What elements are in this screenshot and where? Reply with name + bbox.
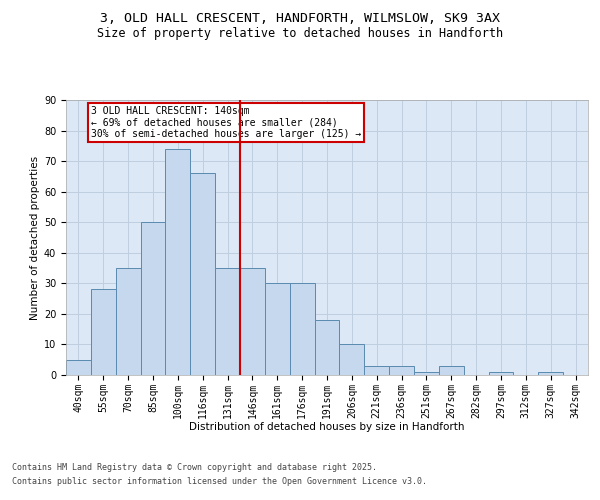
- Bar: [265, 284, 290, 375]
- Bar: [439, 366, 464, 375]
- Bar: [66, 360, 91, 375]
- Bar: [166, 149, 190, 375]
- Bar: [340, 344, 364, 375]
- Bar: [314, 320, 340, 375]
- Bar: [364, 366, 389, 375]
- Bar: [538, 372, 563, 375]
- Bar: [215, 268, 240, 375]
- Bar: [190, 174, 215, 375]
- Text: 3 OLD HALL CRESCENT: 140sqm
← 69% of detached houses are smaller (284)
30% of se: 3 OLD HALL CRESCENT: 140sqm ← 69% of det…: [91, 106, 361, 140]
- Y-axis label: Number of detached properties: Number of detached properties: [30, 156, 40, 320]
- Text: Contains public sector information licensed under the Open Government Licence v3: Contains public sector information licen…: [12, 477, 427, 486]
- Bar: [116, 268, 140, 375]
- Text: Contains HM Land Registry data © Crown copyright and database right 2025.: Contains HM Land Registry data © Crown c…: [12, 464, 377, 472]
- Bar: [389, 366, 414, 375]
- Bar: [91, 290, 116, 375]
- Bar: [140, 222, 166, 375]
- Text: Size of property relative to detached houses in Handforth: Size of property relative to detached ho…: [97, 28, 503, 40]
- Bar: [240, 268, 265, 375]
- X-axis label: Distribution of detached houses by size in Handforth: Distribution of detached houses by size …: [189, 422, 465, 432]
- Bar: [290, 284, 314, 375]
- Text: 3, OLD HALL CRESCENT, HANDFORTH, WILMSLOW, SK9 3AX: 3, OLD HALL CRESCENT, HANDFORTH, WILMSLO…: [100, 12, 500, 26]
- Bar: [414, 372, 439, 375]
- Bar: [488, 372, 514, 375]
